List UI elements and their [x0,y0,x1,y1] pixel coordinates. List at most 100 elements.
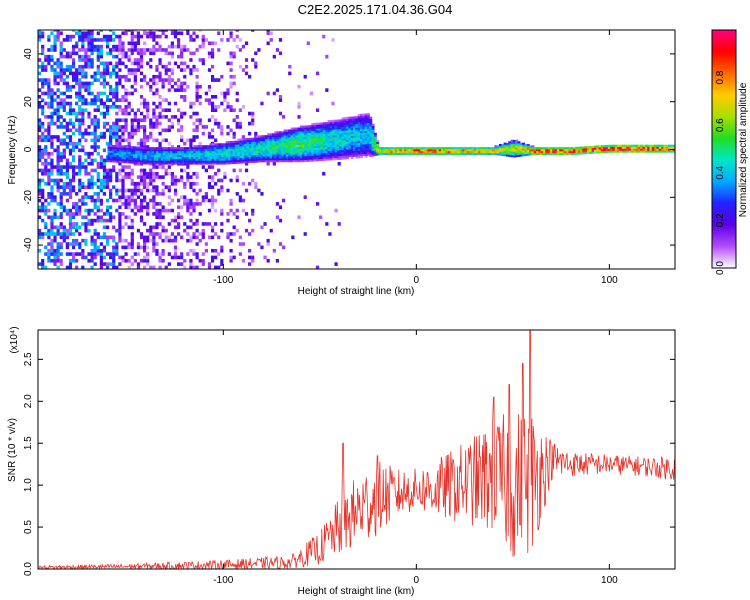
heatmap-cell [334,148,338,151]
heatmap-cell [343,117,347,120]
heatmap-cell [369,143,373,146]
heatmap-cell [355,146,359,149]
heatmap-cell [161,31,165,36]
heatmap-cell [161,78,165,82]
heatmap-cell [146,31,150,36]
heatmap-cell [204,158,208,161]
heatmap-cell [118,198,122,203]
heatmap-cell [152,165,156,169]
heatmap-cell [195,98,199,102]
heatmap-cell [357,146,361,149]
heatmap-cell [603,145,607,148]
heatmap-cell [44,171,48,176]
heatmap-cell [183,160,187,163]
heatmap-cell [62,235,66,240]
heatmap-cell [65,51,69,56]
heatmap-cell [167,238,171,243]
heatmap-cell [158,145,162,149]
heatmap-cell [434,149,438,152]
heatmap-cell [173,31,178,36]
heatmap-cell [47,78,51,82]
heatmap-cell [234,146,238,149]
heatmap-cell [53,135,57,139]
heatmap-cell [195,118,199,123]
heatmap-cell [201,41,205,46]
heatmap-cell [348,128,352,131]
heatmap-cell [75,111,79,116]
heatmap-cell [71,215,76,220]
heatmap-cell [624,144,628,147]
heatmap-cell [149,156,153,159]
heatmap-cell [59,41,63,46]
heatmap-cell [84,192,88,196]
heatmap-cell [235,98,239,102]
heatmap-cell [649,146,653,149]
heatmap-cell [114,154,118,157]
heatmap-cell [183,149,187,152]
heatmap-cell [269,133,273,136]
heatmap-cell [394,149,398,152]
heatmap-cell [355,148,359,151]
heatmap-cell [327,150,331,153]
heatmap-cell [93,78,97,82]
heatmap-cell [201,262,205,266]
heatmap-cell [320,147,324,150]
heatmap-cell [207,88,212,92]
heatmap-cell [350,126,354,129]
heatmap-cell [343,149,347,152]
heatmap-cell [105,242,110,246]
heatmap-cell [369,130,373,133]
heatmap-cell [202,156,206,159]
heatmap-cell [87,88,91,92]
heatmap-cell [304,127,308,130]
heatmap-cell [130,68,134,72]
heatmap-cell [50,141,54,146]
heatmap-cell [114,147,118,150]
heatmap-cell [218,156,222,159]
heatmap-cell [136,68,141,72]
heatmap-cell [350,145,354,148]
heatmap-cell [71,64,76,69]
heatmap-cell [139,232,144,236]
heatmap-cell [47,235,51,240]
heatmap-cell [112,262,116,266]
heatmap-cell [510,147,514,150]
heatmap-cell [612,148,616,151]
heatmap-cell [190,152,194,156]
heatmap-cell [350,141,354,144]
heatmap-cell [87,222,91,226]
heatmap-cell [124,202,128,206]
heatmap-cell [290,160,294,163]
heatmap-cell [156,152,160,156]
heatmap-cell [364,119,368,122]
heatmap-cell [167,150,171,154]
heatmap-cell [115,81,119,86]
heatmap-cell [153,160,157,163]
heatmap-cell [454,150,458,154]
heatmap-cell [112,252,116,256]
heatmap-cell [112,95,116,99]
heatmap-cell [109,30,113,32]
heatmap-cell [387,150,391,154]
heatmap-cell [41,262,45,266]
heatmap-cell [78,198,82,203]
heatmap-cell [313,157,317,160]
heatmap-cell [232,159,236,163]
heatmap-cell [68,84,73,89]
heatmap-cell [149,84,153,89]
heatmap-cell [173,238,178,243]
heatmap-cell [320,124,324,127]
heatmap-cell [346,134,350,137]
heatmap-cell [299,131,303,134]
heatmap-cell [223,152,227,156]
heatmap-cell [322,34,326,39]
heatmap-cell [68,185,73,189]
heatmap-cell [385,147,389,150]
heatmap-cell [198,141,202,146]
heatmap-cell [50,168,54,173]
heatmap-cell [582,152,586,155]
heatmap-cell [371,152,375,155]
heatmap-cell [99,242,103,246]
heatmap-cell [607,148,611,151]
